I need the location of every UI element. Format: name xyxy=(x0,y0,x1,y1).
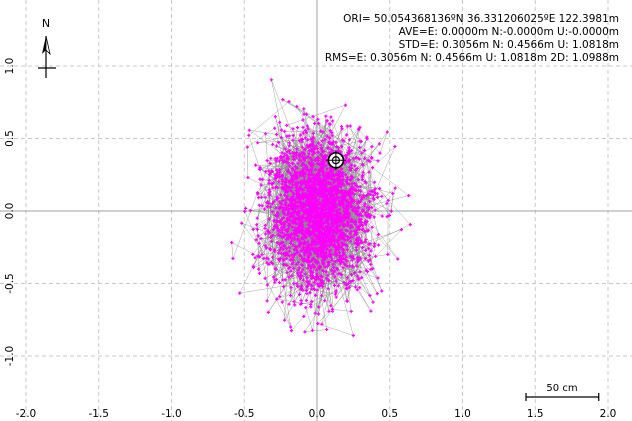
y-tick-label: 0.0 xyxy=(4,203,16,220)
x-tick-label: -1.0 xyxy=(161,408,182,420)
x-tick-label: 2.0 xyxy=(600,408,617,420)
north-label: N xyxy=(42,17,50,30)
info-line-ori: ORI= 50.054368136ºN 36.331206025ºE 122.3… xyxy=(343,13,619,25)
x-tick-label: 0.5 xyxy=(381,408,398,420)
x-tick-label: 1.0 xyxy=(454,408,471,420)
x-tick-label: -1.5 xyxy=(89,408,110,420)
tick-labels: -2.0 -1.5 -1.0 -0.5 0.0 0.5 1.0 1.5 2.0 -1.0 -0.5 0… xyxy=(4,58,616,420)
position-point-marks xyxy=(230,78,412,338)
x-tick-label: -0.5 xyxy=(234,408,255,420)
y-tick-label: -1.0 xyxy=(4,346,16,367)
north-arrow-icon: N xyxy=(38,17,56,78)
scale-bar-label: 50 cm xyxy=(546,383,577,394)
y-tick-label: 0.5 xyxy=(4,130,16,147)
scale-bar: 50 cm xyxy=(525,375,600,401)
y-tick-label: -0.5 xyxy=(4,273,16,294)
info-line-rms: RMS=E: 0.3056m N: 0.4566m U: 1.0818m 2D:… xyxy=(325,52,619,64)
info-line-std: STD=E: 0.3056m N: 0.4566m U: 1.0818m xyxy=(399,39,619,51)
x-tick-label: 0.0 xyxy=(309,408,326,420)
target-marker-icon xyxy=(325,150,346,171)
x-tick-label: -2.0 xyxy=(16,408,37,420)
info-line-ave: AVE=E: 0.0000m N:-0.0000m U:-0.0000m xyxy=(399,26,619,38)
y-tick-label: 1.0 xyxy=(4,58,16,75)
x-tick-label: 1.5 xyxy=(527,408,544,420)
info-block: ORI= 50.054368136ºN 36.331206025ºE 122.3… xyxy=(325,13,619,64)
